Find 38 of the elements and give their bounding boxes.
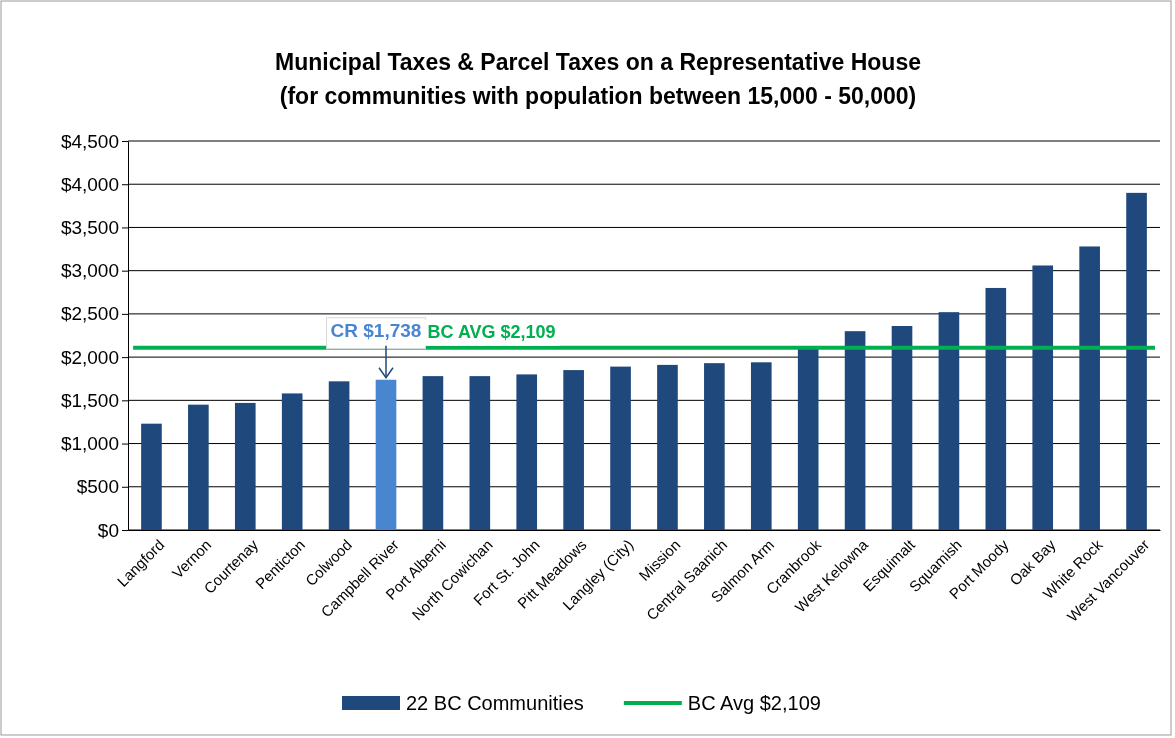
y-tick-label: $1,500 bbox=[60, 389, 119, 411]
bar bbox=[188, 404, 209, 530]
bar bbox=[516, 374, 538, 530]
bar bbox=[985, 287, 1007, 530]
y-tick-label: $1,000 bbox=[60, 433, 119, 455]
bar bbox=[563, 370, 584, 530]
bar bbox=[610, 366, 631, 530]
y-tick-label: $0 bbox=[97, 519, 119, 541]
bar bbox=[328, 381, 350, 530]
bar bbox=[1032, 265, 1054, 530]
bar bbox=[1126, 192, 1147, 530]
bar bbox=[750, 362, 772, 530]
bar bbox=[797, 348, 819, 530]
bar bbox=[281, 393, 303, 530]
bar bbox=[938, 312, 960, 530]
bar bbox=[375, 379, 397, 530]
y-tick-label: $2,000 bbox=[60, 346, 119, 368]
bar bbox=[141, 423, 162, 530]
bar bbox=[657, 364, 678, 530]
bar bbox=[234, 402, 256, 530]
y-tick-label: $500 bbox=[76, 476, 119, 498]
annotation: BC AVG $2,109 bbox=[427, 321, 556, 342]
chart-subtitle: (for communities with population between 15,000 - 50,000) bbox=[279, 83, 917, 109]
bar bbox=[704, 363, 725, 530]
bar bbox=[1079, 246, 1100, 530]
y-tick-label: $4,000 bbox=[60, 173, 119, 195]
chart-title: Municipal Taxes & Parcel Taxes on a Representative House bbox=[275, 49, 921, 75]
legend-label: 22 BC Communities bbox=[406, 692, 584, 714]
y-tick-label: $3,500 bbox=[60, 217, 119, 239]
legend-label: BC Avg $2,109 bbox=[687, 692, 821, 714]
bar bbox=[844, 331, 866, 530]
y-tick-label: $2,500 bbox=[60, 303, 119, 325]
y-tick-label: $4,500 bbox=[60, 130, 119, 152]
bar bbox=[891, 325, 913, 530]
bar bbox=[422, 376, 444, 530]
y-tick-label: $3,000 bbox=[60, 260, 119, 282]
annotation: CR $1,738 bbox=[330, 319, 422, 341]
bar bbox=[469, 376, 491, 530]
